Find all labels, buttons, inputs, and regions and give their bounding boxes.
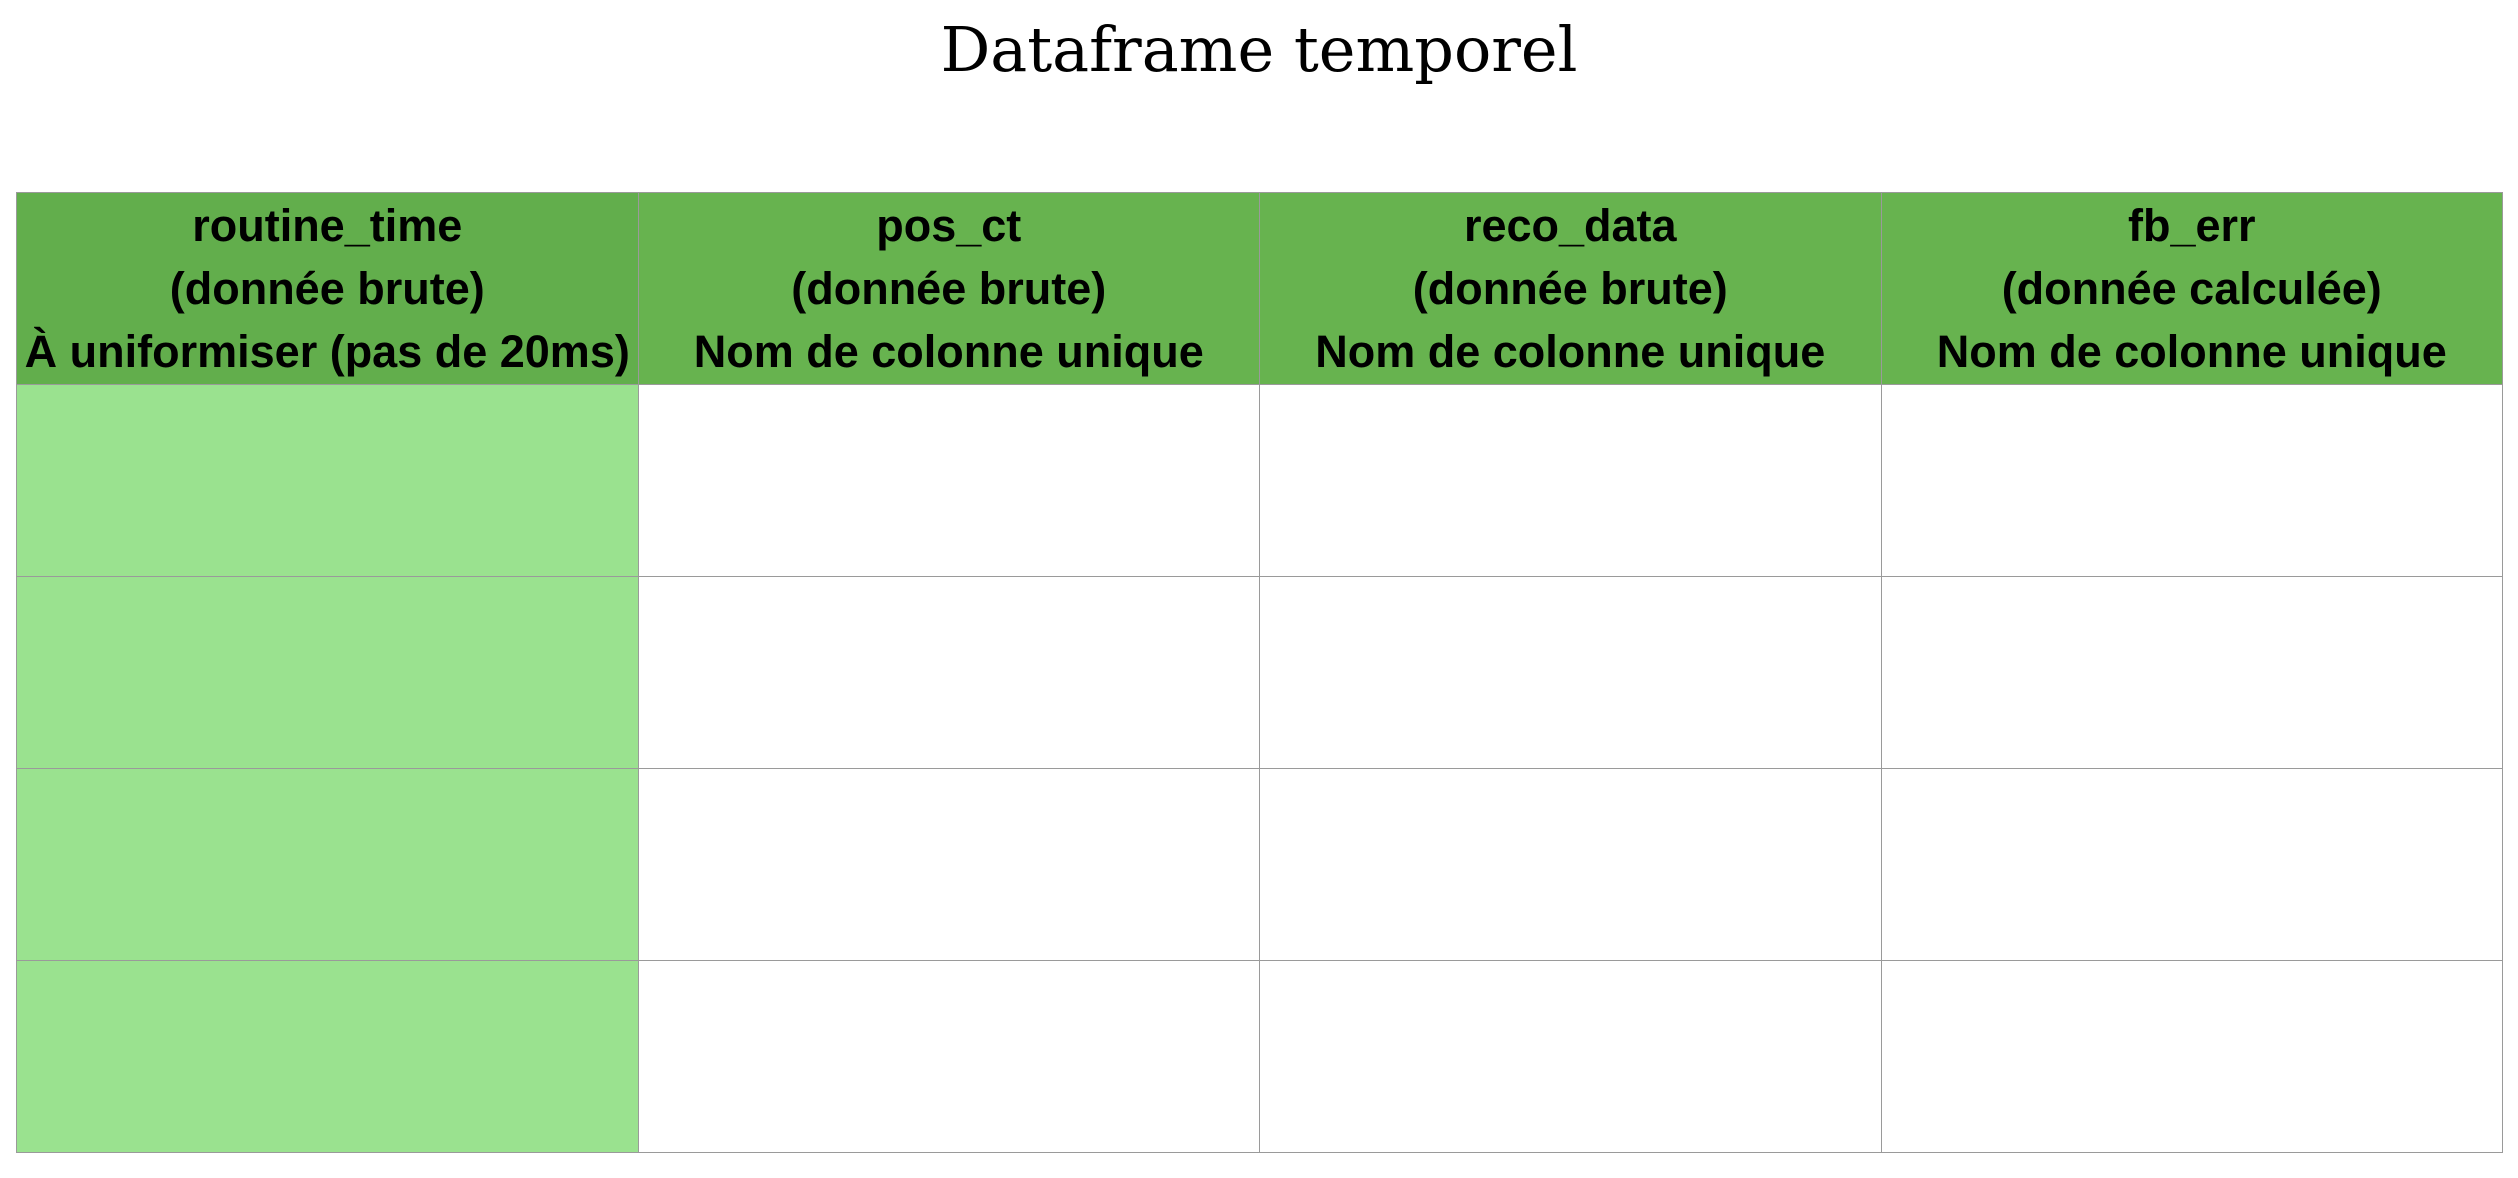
table-cell [637,768,1260,961]
table-row [16,960,2503,1153]
table-cell-time [16,768,639,961]
column-kind: (donnée brute) [791,263,1107,314]
table-cell [1880,384,2503,577]
table-cell [1259,576,1882,769]
table-row [16,384,2503,577]
table-cell [1880,768,2503,961]
column-header-fb-err: fb_err (donnée calculée) Nom de colonne … [1880,192,2503,385]
column-kind: (donnée brute) [1412,263,1728,314]
dataframe-table: routine_time (donnée brute) À uniformise… [16,192,2503,1153]
table-cell [1259,960,1882,1153]
table-cell [1259,384,1882,577]
column-header-reco-data: reco_data (donnée brute) Nom de colonne … [1259,192,1882,385]
table-cell-time [16,576,639,769]
column-name: fb_err [2127,200,2256,251]
column-name: pos_ct [876,200,1022,251]
table-cell [637,384,1260,577]
table-row [16,576,2503,769]
diagram-title: Dataframe temporel [940,13,1578,86]
column-note: À uniformiser (pas de 20ms) [24,326,630,377]
table-cell-time [16,960,639,1153]
column-header-routine-time: routine_time (donnée brute) À uniformise… [16,192,639,385]
column-note: Nom de colonne unique [693,326,1204,377]
header-row: routine_time (donnée brute) À uniformise… [16,192,2503,385]
column-kind: (donnée brute) [169,263,485,314]
table-cell [1259,768,1882,961]
table-cell [637,960,1260,1153]
table-row [16,768,2503,961]
column-kind: (donnée calculée) [2001,263,2382,314]
column-name: reco_data [1463,200,1677,251]
column-name: routine_time [192,200,463,251]
column-note: Nom de colonne unique [1936,326,2447,377]
table-cell-time [16,384,639,577]
table-cell [1880,576,2503,769]
column-note: Nom de colonne unique [1315,326,1826,377]
column-header-pos-ct: pos_ct (donnée brute) Nom de colonne uni… [637,192,1260,385]
table-cell [1880,960,2503,1153]
table-cell [637,576,1260,769]
